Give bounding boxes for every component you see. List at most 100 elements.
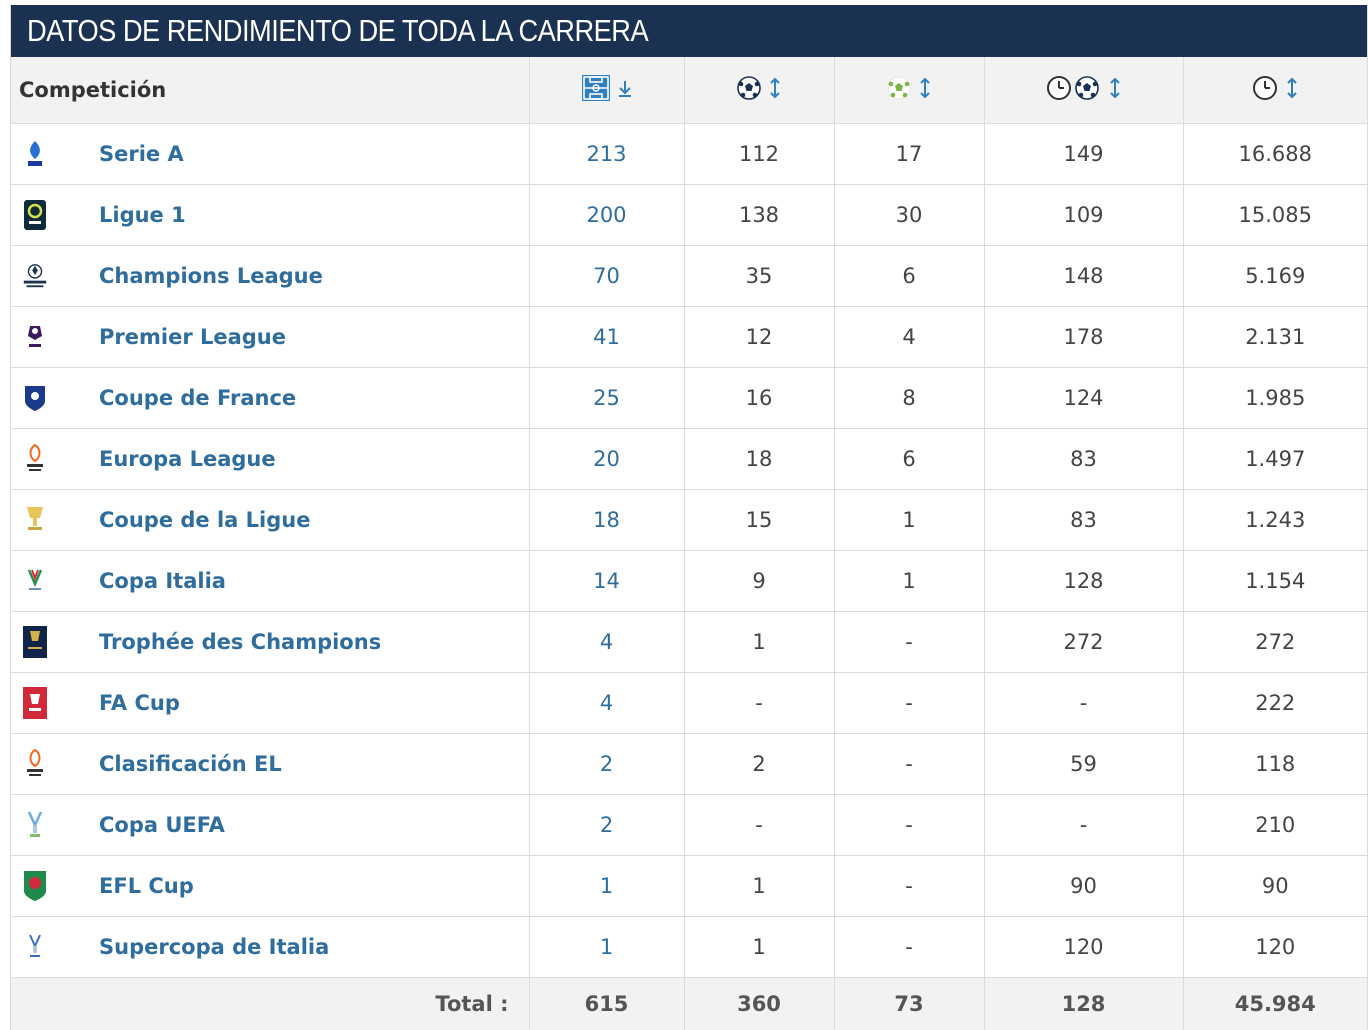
competition-link[interactable]: Serie A [99,141,184,166]
minutes-played-cell: 222 [1183,672,1367,734]
competition-cell: Coupe de la Ligue [11,489,530,551]
table-row: EFL Cup 1 1-90 90 [11,855,1367,917]
competition-link[interactable]: Supercopa de Italia [99,934,330,959]
goals-cell: 12 [684,306,835,368]
minutes-played-cell: 16.688 [1183,123,1367,185]
appearances-cell[interactable]: 70 [529,245,685,307]
competition-link[interactable]: Champions League [99,263,323,288]
minutes-played-column-header[interactable] [1183,57,1367,124]
competition-link[interactable]: Copa UEFA [99,812,225,837]
title-bar: DATOS DE RENDIMIENTO DE TODA LA CARRERA [11,5,1367,57]
assists-cell: 6 [834,428,985,490]
total-minutes-played: 45.984 [1183,977,1367,1030]
assists-cell: - [834,794,985,856]
table-row: Copa Italia 14 9 1 128 1.154 [11,550,1367,612]
competition-link[interactable]: Coupe de France [99,385,297,410]
competition-cell: Trophée des Champions [11,611,530,673]
table-row: Clasificación EL 2 2-59 118 [11,733,1367,795]
appearances-cell[interactable]: 1 [529,855,685,917]
appearances-cell[interactable]: 213 [529,123,685,185]
page-title: DATOS DE RENDIMIENTO DE TODA LA CARRERA [27,13,649,48]
goals-cell: 35 [684,245,835,307]
competition-cell: Coupe de France [11,367,530,429]
competition-link[interactable]: FA Cup [99,690,180,715]
total-assists: 73 [834,977,985,1030]
competition-column-header: Competición [11,57,530,124]
uefa-cup-logo-icon [21,807,49,843]
competition-link[interactable]: Trophée des Champions [99,629,382,654]
minutes-per-goal-cell: 149 [984,123,1184,185]
appearances-cell[interactable]: 4 [529,611,685,673]
assists-cell: 6 [834,245,985,307]
table-row: Premier League 41 12 4 178 2.131 [11,306,1367,368]
minutes-played-cell: 210 [1183,794,1367,856]
appearances-cell[interactable]: 200 [529,184,685,246]
pitch-icon [581,74,611,106]
competition-link[interactable]: Europa League [99,446,276,471]
minutes-played-cell: 5.169 [1183,245,1367,307]
appearances-cell[interactable]: 25 [529,367,685,429]
sort-both-icon[interactable] [768,76,782,104]
europa-league-logo-icon [21,441,49,477]
competition-link[interactable]: Coupe de la Ligue [99,507,311,532]
appearances-cell[interactable]: 4 [529,672,685,734]
appearances-cell[interactable]: 41 [529,306,685,368]
appearances-cell[interactable]: 2 [529,733,685,795]
totals-label: Total : [11,977,530,1030]
competition-link[interactable]: Ligue 1 [99,202,186,227]
table-header-row: Competición [11,57,1367,124]
champions-league-logo-icon [21,258,49,294]
minutes-per-goal-cell: 109 [984,184,1184,246]
competition-cell: Serie A [11,123,530,185]
minutes-played-cell: 90 [1183,855,1367,917]
sort-both-icon[interactable] [1285,76,1299,104]
europa-league-logo-icon [21,746,49,782]
appearances-cell[interactable]: 18 [529,489,685,551]
ligue-1-logo-icon [21,197,49,233]
sort-both-icon[interactable] [918,76,932,104]
minutes-per-goal-cell: - [984,672,1184,734]
minutes-per-goal-cell: 83 [984,428,1184,490]
minutes-played-cell: 15.085 [1183,184,1367,246]
appearances-cell[interactable]: 2 [529,794,685,856]
appearances-column-header[interactable] [529,57,685,124]
competition-cell: EFL Cup [11,855,530,917]
competition-cell: Ligue 1 [11,184,530,246]
table-row: Supercopa de Italia 1 1-120 120 [11,916,1367,978]
ball-icon [736,75,762,105]
competition-link[interactable]: Copa Italia [99,568,226,593]
appearances-cell[interactable]: 14 [529,550,685,612]
assists-cell: 30 [834,184,985,246]
sort-both-icon[interactable] [1108,76,1122,104]
appearances-cell[interactable]: 20 [529,428,685,490]
career-stats-widget: DATOS DE RENDIMIENTO DE TODA LA CARRERA … [10,5,1368,1030]
minutes-per-goal-cell: 59 [984,733,1184,795]
table-row: Coupe de France 25 16 8 124 1.985 [11,367,1367,429]
minutes-per-goal-cell: - [984,794,1184,856]
goals-cell: 1 [684,916,835,978]
table-row: Europa League 20 18 6 83 1.497 [11,428,1367,490]
goals-column-header[interactable] [684,57,835,124]
competition-link[interactable]: Premier League [99,324,287,349]
assists-column-header[interactable] [834,57,985,124]
minutes-per-goal-column-header[interactable] [984,57,1184,124]
appearances-cell[interactable]: 1 [529,916,685,978]
coupe-de-la-ligue-logo-icon [21,502,49,538]
minutes-per-goal-cell: 120 [984,916,1184,978]
fa-cup-logo-icon [21,685,49,721]
competition-cell: Europa League [11,428,530,490]
minutes-per-goal-cell: 272 [984,611,1184,673]
competition-link[interactable]: EFL Cup [99,873,194,898]
goals-cell: 15 [684,489,835,551]
coupe-de-france-logo-icon [21,380,49,416]
competition-link[interactable]: Clasificación EL [99,751,282,776]
sort-desc-icon[interactable] [617,78,633,102]
assists-cell: 1 [834,550,985,612]
assist-ball-icon [886,75,912,105]
assists-cell: - [834,855,985,917]
assists-cell: 8 [834,367,985,429]
goals-cell: 2 [684,733,835,795]
competition-cell: Copa UEFA [11,794,530,856]
minutes-played-cell: 1.243 [1183,489,1367,551]
copa-italia-logo-icon [21,563,49,599]
